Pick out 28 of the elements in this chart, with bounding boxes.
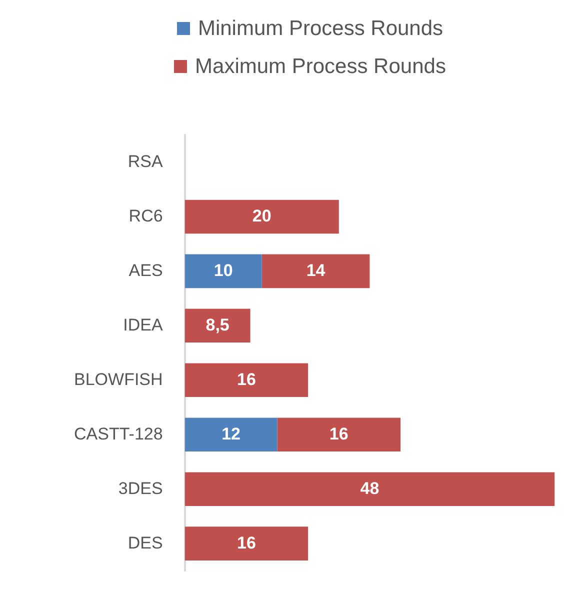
legend-label: Minimum Process Rounds <box>198 16 444 40</box>
y-tick-label: IDEA <box>123 315 164 334</box>
data-label: 8,5 <box>206 315 230 334</box>
data-label: 16 <box>236 533 256 552</box>
bar <box>184 308 250 343</box>
y-tick-label: 3DES <box>118 478 163 498</box>
bar <box>184 363 308 398</box>
data-label: 48 <box>360 478 380 498</box>
bar <box>184 254 262 288</box>
data-label: 16 <box>329 424 348 444</box>
y-tick-label: RSA <box>128 152 164 171</box>
data-label: 14 <box>306 260 326 280</box>
bar <box>184 472 555 506</box>
legend-label: Maximum Process Rounds <box>195 54 446 78</box>
bar <box>277 418 401 452</box>
bar <box>184 200 339 234</box>
y-tick-label: RC6 <box>128 206 163 226</box>
y-tick-label: AES <box>128 260 163 280</box>
data-label: 12 <box>222 424 240 444</box>
bar <box>184 526 308 560</box>
data-label: 16 <box>236 370 256 389</box>
bar <box>262 254 370 288</box>
y-tick-label: BLOWFISH <box>74 370 163 389</box>
data-label: 20 <box>252 206 272 226</box>
y-tick-label: DES <box>128 533 163 552</box>
y-tick-label: CASTT-128 <box>74 424 163 444</box>
data-label: 10 <box>214 260 233 280</box>
bar <box>184 418 278 452</box>
